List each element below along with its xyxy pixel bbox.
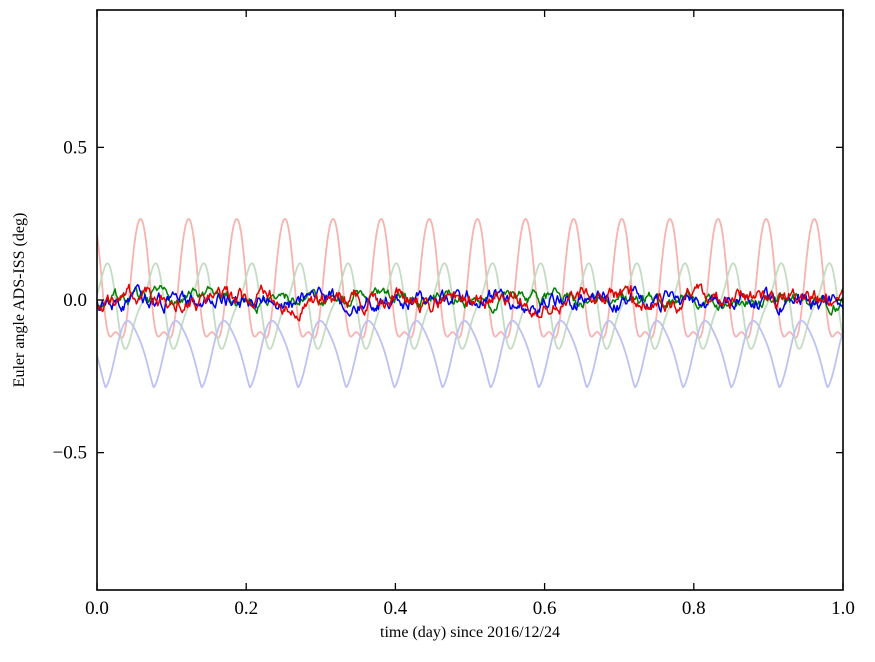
x-tick-label: 0.8 [682, 598, 706, 619]
x-axis-label: time (day) since 2016/12/24 [380, 624, 560, 641]
y-axis-label: Euler angle ADS-ISS (deg) [11, 212, 28, 388]
x-tick-label: 0.4 [384, 598, 408, 619]
bold-red-series [97, 283, 843, 322]
bold-blue-series [97, 284, 843, 317]
x-tick-label: 1.0 [831, 598, 855, 619]
y-tick-label: −0.5 [53, 443, 87, 464]
y-tick-label: 0.0 [63, 290, 87, 311]
x-tick-label: 0.2 [234, 598, 258, 619]
y-tick-label: 0.5 [63, 137, 87, 158]
faded-blue-series [97, 319, 843, 389]
faded-red-series [97, 218, 843, 339]
x-tick-label: 0.6 [533, 598, 557, 619]
x-tick-label: 0.0 [85, 598, 109, 619]
